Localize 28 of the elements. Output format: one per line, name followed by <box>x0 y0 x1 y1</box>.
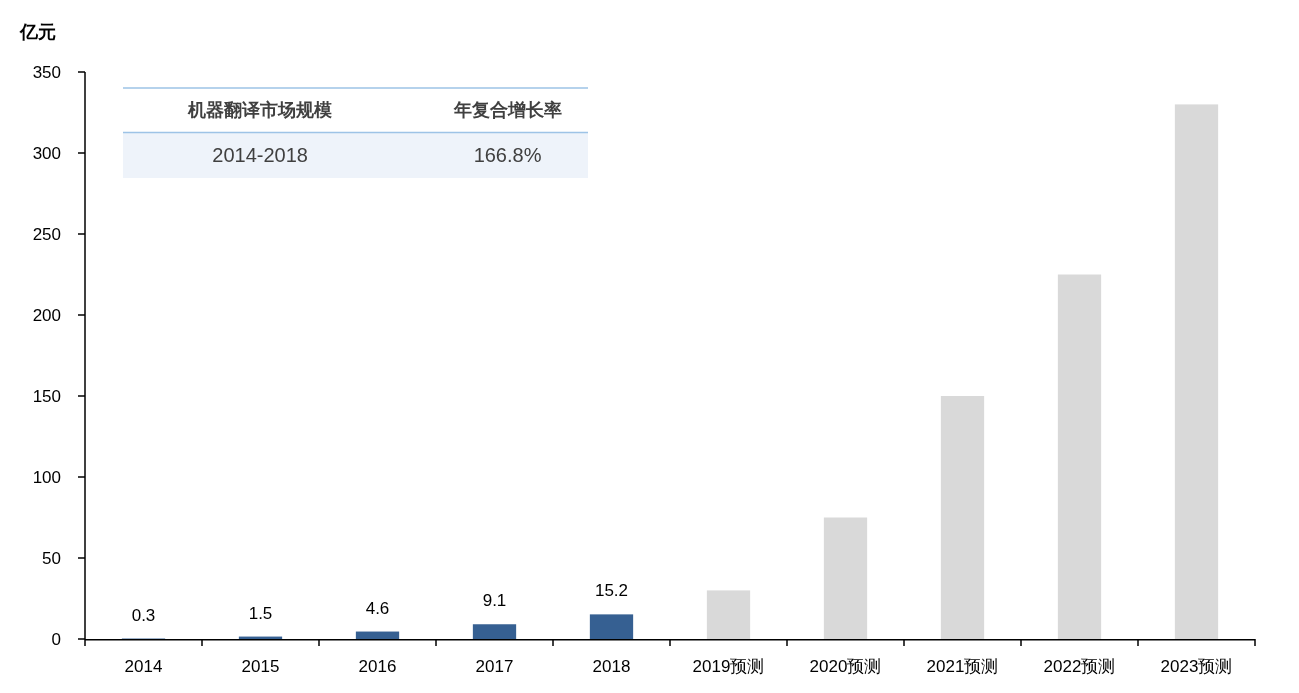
data-label: 9.1 <box>482 591 507 611</box>
x-tick-label: 2019预测 <box>692 657 765 676</box>
x-tick-label: 2015 <box>241 657 280 676</box>
annotation: 年复合增长率 <box>452 100 562 121</box>
x-tick-label: 2017 <box>475 657 514 676</box>
y-tick-label: 350 <box>32 63 61 82</box>
x-tick-label: 2016 <box>358 657 397 676</box>
y-tick-label: 300 <box>32 144 61 163</box>
x-tick-label: 2023预测 <box>1160 657 1233 676</box>
annotation: 166.8% <box>473 143 542 166</box>
data-label: 15.2 <box>594 581 629 601</box>
y-tick-label: 50 <box>42 549 61 568</box>
annotation: 2014-2018 <box>212 143 308 166</box>
data-label: 1.5 <box>248 603 273 623</box>
data-label: 4.6 <box>365 598 390 618</box>
x-tick-label: 2018 <box>592 657 631 676</box>
ylabel: 亿元 <box>20 22 56 42</box>
annotation: 机器翻译市场规模 <box>187 100 333 121</box>
x-tick-label: 2014 <box>124 657 163 676</box>
x-tick-label: 2021预测 <box>926 657 999 676</box>
x-tick-label: 2020预测 <box>809 657 882 676</box>
x-tick-label: 2022预测 <box>1043 657 1116 676</box>
y-tick-label: 200 <box>32 306 61 325</box>
data-label: 0.3 <box>131 605 156 625</box>
y-tick-label: 0 <box>51 630 61 649</box>
y-tick-label: 250 <box>32 225 61 244</box>
y-tick-label: 150 <box>32 387 61 406</box>
y-tick-label: 100 <box>32 468 61 487</box>
